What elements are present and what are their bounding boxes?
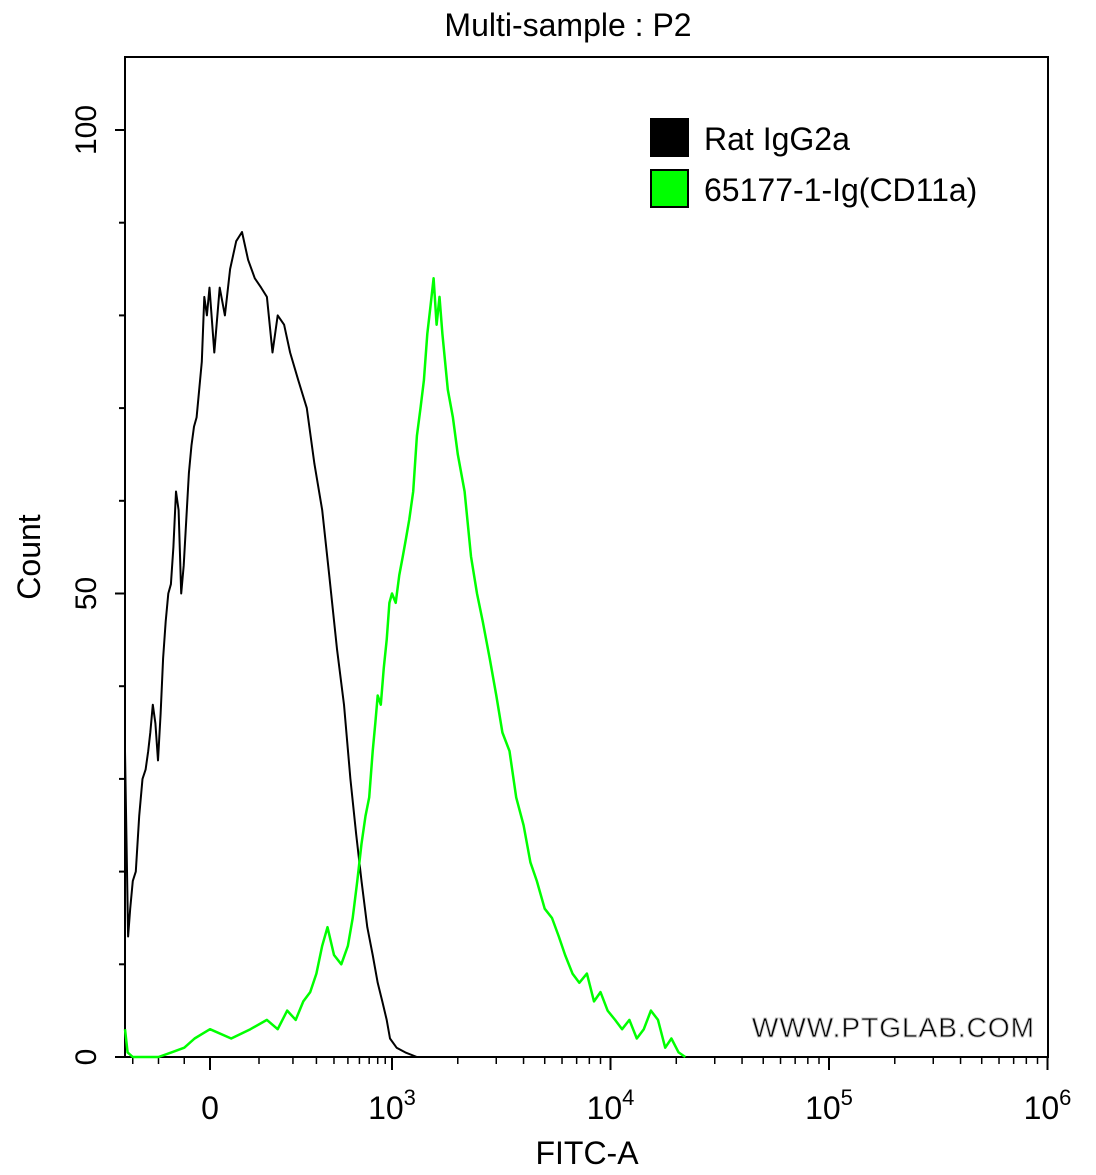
- x-axis: 0 103 104 105 106: [132, 1057, 1072, 1126]
- legend-swatch: [650, 118, 689, 157]
- x-tick-label: 103: [368, 1085, 416, 1126]
- legend-label: Rat IgG2a: [704, 121, 850, 157]
- x-tick-label: 0: [201, 1090, 219, 1126]
- x-tick-label: 105: [805, 1085, 853, 1126]
- chart-title: Multi-sample : P2: [444, 7, 691, 43]
- legend-swatch: [650, 169, 689, 208]
- x-tick-label: 104: [587, 1085, 635, 1126]
- x-axis-label: FITC-A: [535, 1135, 639, 1171]
- x-tick-label: 106: [1024, 1085, 1072, 1126]
- y-tick-label: 0: [70, 1049, 103, 1066]
- legend: Rat IgG2a 65177-1-Ig(CD11a): [650, 118, 977, 208]
- legend-label: 65177-1-Ig(CD11a): [704, 172, 977, 208]
- series-line-isotype: [124, 231, 458, 1058]
- y-tick-label: 50: [70, 577, 103, 610]
- y-tick-label: 100: [70, 105, 103, 155]
- watermark: WWW.PTGLAB.COM: [752, 1012, 1035, 1043]
- series-line-cd11a: [123, 277, 687, 1059]
- series-layer: [123, 231, 687, 1059]
- plot-frame: [124, 56, 1049, 1058]
- y-axis-label: Count: [11, 514, 47, 600]
- y-axis: 0 50 100: [70, 105, 125, 1065]
